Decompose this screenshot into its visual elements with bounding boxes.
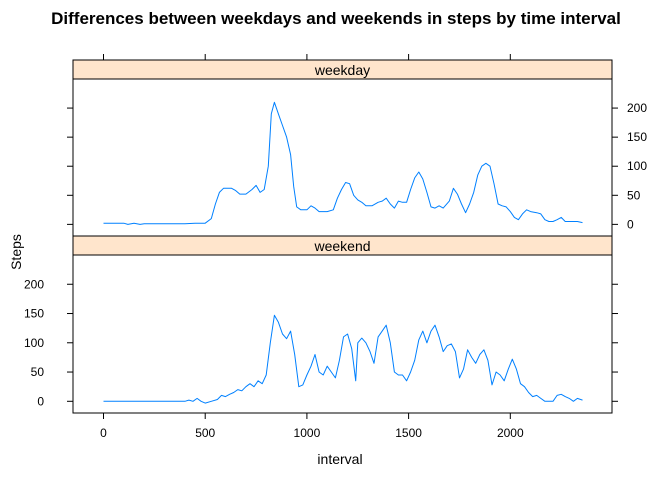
x-axis-label: interval <box>317 451 362 467</box>
y-tick-label-weekday-150: 150 <box>627 130 647 144</box>
series-line-weekend <box>103 314 583 404</box>
x-tick-label-500: 500 <box>195 426 215 440</box>
x-tick-label-1000: 1000 <box>294 426 321 440</box>
series-line-weekday <box>103 101 583 225</box>
y-tick-label-weekend-150: 150 <box>24 307 44 321</box>
y-tick-label-weekday-50: 50 <box>627 188 641 202</box>
y-tick-label-weekend-50: 50 <box>31 365 45 379</box>
x-tick-label-0: 0 <box>100 426 107 440</box>
y-tick-label-weekday-100: 100 <box>627 159 647 173</box>
x-tick-label-1500: 1500 <box>395 426 422 440</box>
y-tick-label-weekend-100: 100 <box>24 336 44 350</box>
panel-frame-weekday <box>72 78 613 237</box>
y-tick-label-weekend-0: 0 <box>37 394 44 408</box>
strip-label-weekday: weekday <box>314 62 370 78</box>
x-tick-label-2000: 2000 <box>497 426 524 440</box>
strip-label-weekend: weekend <box>313 238 370 254</box>
chart-title: Differences between weekdays and weekend… <box>51 9 621 28</box>
panel-frame-weekend <box>72 254 613 414</box>
y-tick-label-weekday-200: 200 <box>627 101 647 115</box>
y-axis-label: Steps <box>8 234 24 270</box>
y-tick-label-weekday-0: 0 <box>627 217 634 231</box>
y-tick-label-weekend-200: 200 <box>24 277 44 291</box>
